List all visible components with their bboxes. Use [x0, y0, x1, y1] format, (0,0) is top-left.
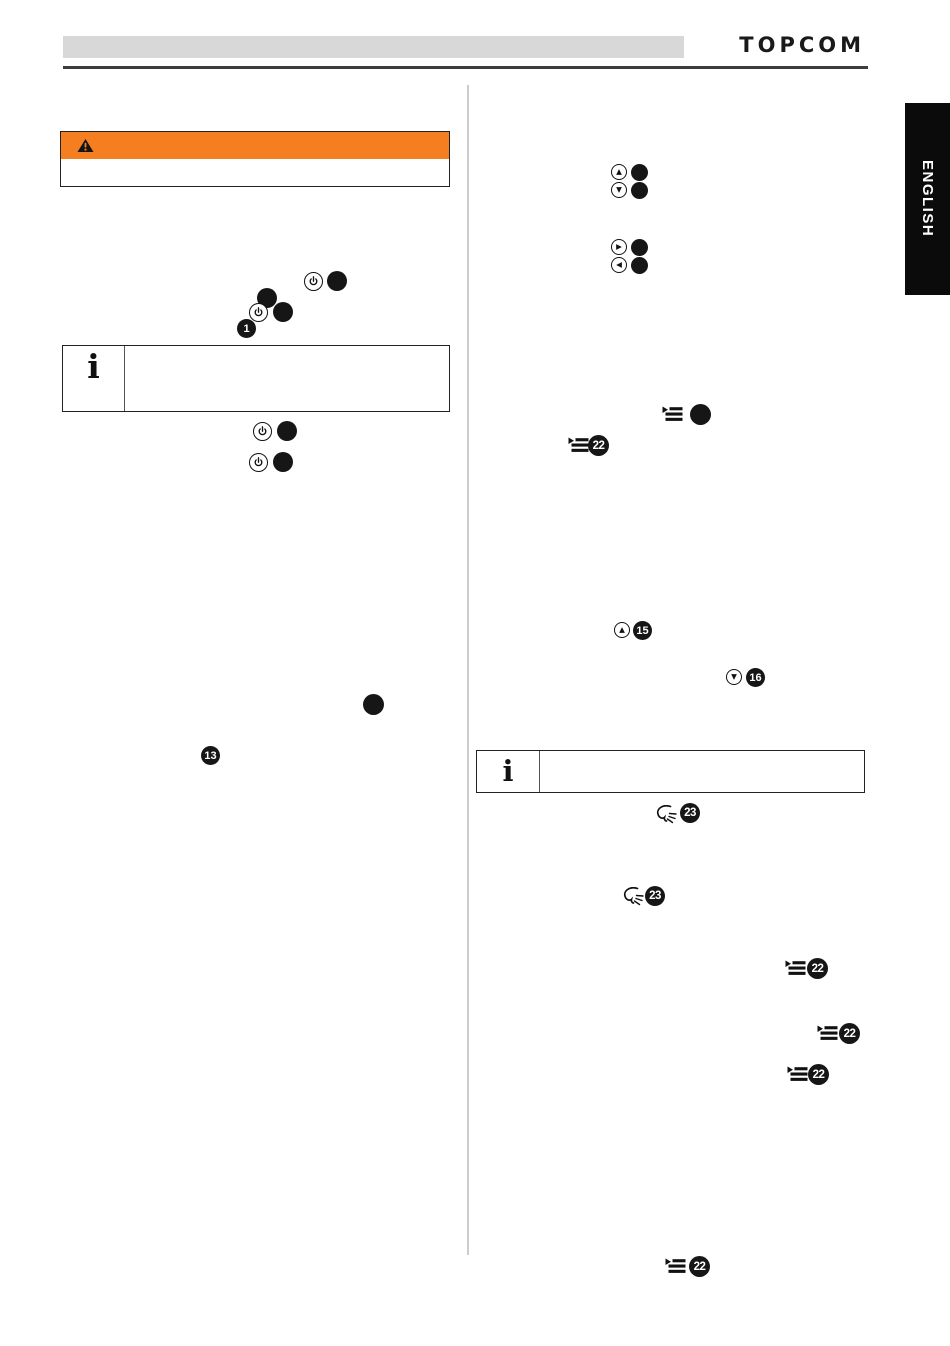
callout-badge-15: 15	[633, 621, 652, 640]
callout-badge-16: 16	[746, 668, 765, 687]
arrow-up-button-icon: ▲	[614, 622, 630, 638]
black-button-icon	[273, 302, 293, 322]
info-box: i	[476, 750, 865, 793]
voice-icon	[654, 805, 677, 824]
info-icon-cell: i	[477, 751, 540, 792]
callout-badge-22: 22	[808, 1064, 829, 1085]
warning-box	[60, 131, 450, 187]
topcom-logo: TOPCOM	[739, 33, 865, 57]
language-tab: ENGLISH	[905, 103, 950, 295]
menu-button-icon	[817, 1025, 838, 1041]
black-button-icon	[327, 271, 347, 291]
black-button-icon	[363, 694, 384, 715]
arrow-down-button-icon: ▼	[611, 182, 627, 198]
menu-button-icon	[568, 437, 589, 453]
callout-badge-22: 22	[839, 1023, 860, 1044]
info-box: i	[62, 345, 450, 412]
arrow-down-button-icon: ▼	[726, 669, 742, 685]
header-bar	[63, 36, 684, 58]
black-button-icon	[273, 452, 293, 472]
arrow-right-button-icon: ▶	[611, 239, 627, 255]
info-icon: i	[502, 754, 514, 788]
power-button-icon	[253, 422, 272, 441]
callout-badge-22: 22	[807, 958, 828, 979]
power-button-icon	[304, 272, 323, 291]
menu-button-icon	[785, 960, 806, 976]
info-box-content	[125, 346, 449, 411]
info-icon: i	[87, 347, 100, 386]
black-button-icon	[690, 404, 711, 425]
callout-badge-22: 22	[588, 435, 609, 456]
language-tab-label: ENGLISH	[919, 160, 936, 238]
menu-button-icon	[665, 1258, 686, 1274]
column-divider	[467, 85, 469, 1255]
warning-box-header	[61, 132, 449, 159]
menu-button-icon	[662, 406, 683, 422]
arrow-left-button-icon: ◀	[611, 257, 627, 273]
power-button-icon	[249, 453, 268, 472]
black-button-icon	[631, 257, 648, 274]
menu-button-icon	[787, 1066, 808, 1082]
arrow-up-button-icon: ▲	[611, 164, 627, 180]
header-rule	[63, 66, 868, 69]
callout-badge-23: 23	[680, 803, 700, 823]
black-button-icon	[631, 182, 648, 199]
power-button-icon	[249, 303, 268, 322]
voice-icon	[621, 887, 644, 906]
black-button-icon	[631, 239, 648, 256]
info-box-content	[540, 751, 864, 792]
warning-triangle-icon	[77, 138, 94, 153]
info-icon-cell: i	[63, 346, 125, 411]
callout-badge-13: 13	[201, 746, 220, 765]
black-button-icon	[277, 421, 297, 441]
callout-badge-22: 22	[689, 1256, 710, 1277]
callout-badge-1: 1	[237, 319, 256, 338]
black-button-icon	[631, 164, 648, 181]
callout-badge-23: 23	[645, 886, 665, 906]
